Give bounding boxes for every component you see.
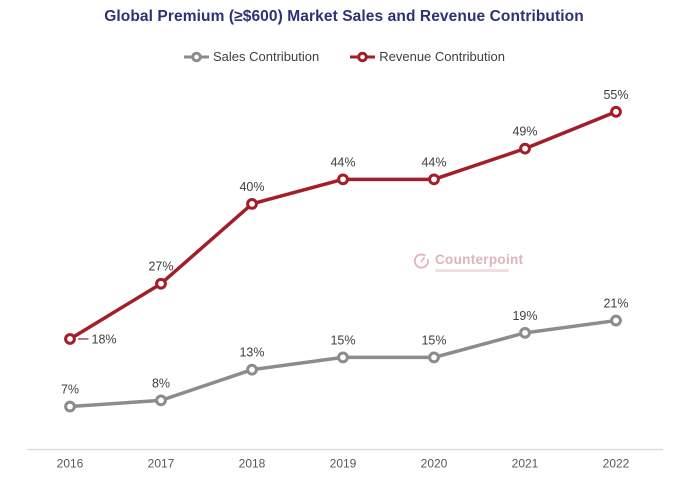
data-label: 55% [603, 88, 628, 102]
data-label: 15% [421, 333, 446, 347]
chart-title: Global Premium (≥$600) Market Sales and … [104, 8, 584, 25]
data-label: 40% [239, 180, 264, 194]
x-tick-label: 2019 [330, 457, 357, 471]
series-line-1 [68, 110, 618, 341]
x-tick-label: 2018 [239, 457, 266, 471]
data-label: 8% [152, 376, 170, 390]
data-label: 44% [421, 155, 446, 169]
series-marker-1 [64, 333, 76, 345]
chart-legend: Sales Contribution Revenue Contribution [0, 49, 688, 64]
data-label: 13% [239, 346, 264, 360]
data-label: 44% [330, 155, 355, 169]
series-marker-1 [246, 198, 258, 210]
series-marker-1 [155, 277, 167, 290]
data-label: 21% [603, 297, 628, 311]
series-marker-1 [610, 105, 622, 118]
series-marker-0 [610, 314, 622, 327]
series-marker-0 [337, 351, 349, 364]
series-marker-0 [428, 351, 440, 364]
x-tick-label: 2017 [148, 457, 175, 471]
series-marker-0 [519, 326, 531, 339]
data-label: 15% [330, 333, 355, 347]
data-label: 49% [512, 125, 537, 139]
x-tick-label: 2022 [603, 457, 630, 471]
series-marker-0 [155, 394, 167, 407]
x-tick-label: 2016 [57, 457, 84, 471]
legend-label-revenue: Revenue Contribution [379, 49, 505, 64]
series-marker-1 [337, 173, 349, 186]
x-tick-label: 2021 [512, 457, 539, 471]
data-label: 19% [512, 309, 537, 323]
series-marker-1 [519, 142, 531, 155]
series-marker-1 [428, 173, 440, 186]
sales-series-marker-icon [184, 51, 209, 62]
revenue-series-marker-icon [350, 51, 376, 62]
series-marker-0 [64, 400, 76, 413]
series-marker-0 [246, 363, 258, 376]
data-label: 27% [148, 260, 173, 274]
legend-item-revenue: Revenue Contribution [349, 49, 505, 64]
legend-label-sales: Sales Contribution [213, 49, 320, 64]
x-tick-label: 2020 [421, 457, 448, 471]
legend-item-sales: Sales Contribution [183, 49, 319, 64]
data-label: 7% [61, 383, 79, 397]
data-label: 18% [92, 332, 117, 346]
